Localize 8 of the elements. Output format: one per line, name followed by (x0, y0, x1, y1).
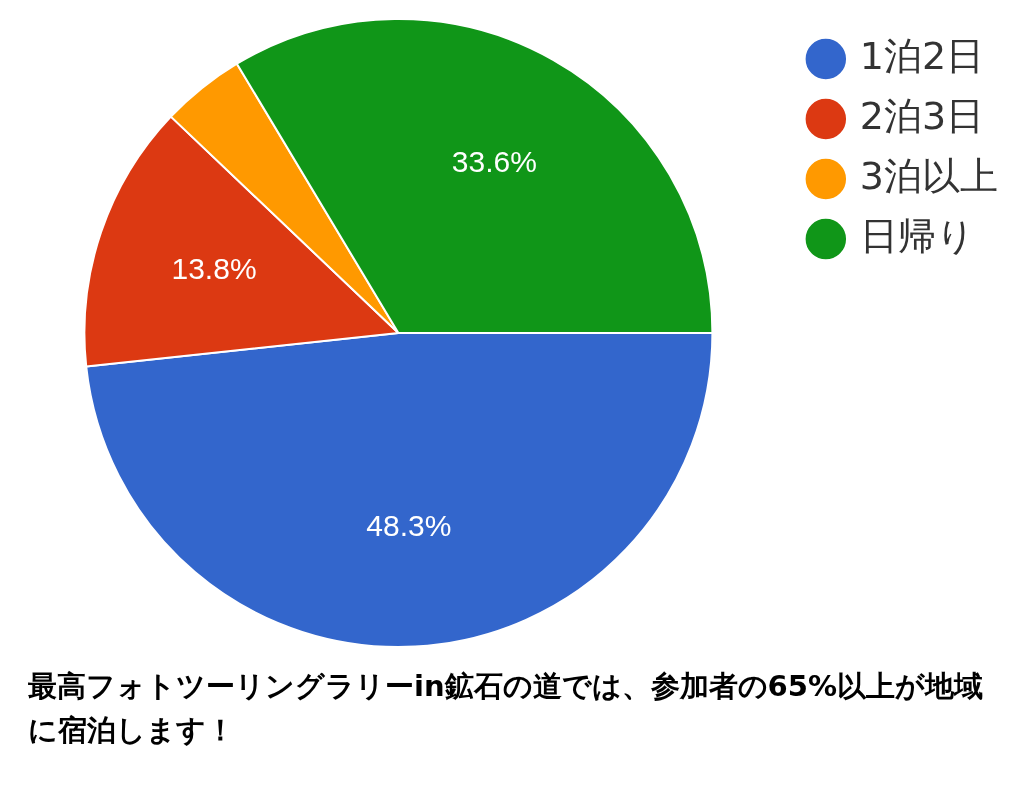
text: 最高フォトツーリングラリーin鉱石の道では、参加者の65%以上が地域に宿泊します！ (27, 668, 984, 749)
data-label: 13.8% (171, 251, 257, 285)
legend-label: 日帰り (859, 213, 975, 258)
data-label: 48.3% (366, 508, 452, 542)
legend-label: 1泊2日 (859, 33, 985, 78)
legend-label: 2泊3日 (859, 93, 985, 138)
legend-label: 3泊以上 (859, 153, 999, 198)
data-label: 33.6% (451, 144, 537, 178)
